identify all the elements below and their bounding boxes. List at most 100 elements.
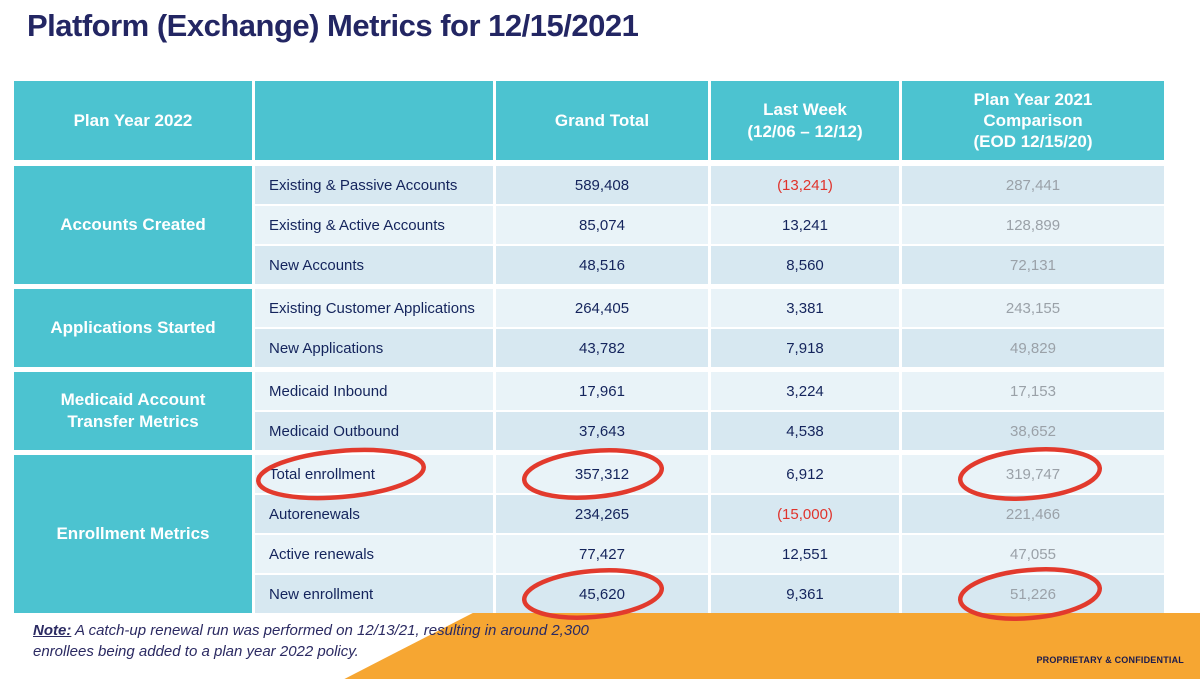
header-plan-year-2021-comparison: Plan Year 2021 Comparison (EOD 12/15/20) (902, 81, 1164, 160)
metric-group: Applications Started Existing Customer Ap… (14, 289, 1164, 367)
grand-total-cell: 234,265 (496, 495, 708, 533)
py2021-comparison-cell-text: 287,441 (1005, 176, 1061, 194)
py2021-comparison-cell-text: 128,899 (1005, 216, 1061, 234)
group-label: Accounts Created (14, 166, 252, 284)
metric-name-cell: New Accounts (255, 246, 493, 284)
metrics-table: Plan Year 2022 Grand Total Last Week (12… (14, 81, 1164, 621)
py2021-comparison-cell: 221,466 (902, 495, 1164, 533)
last-week-cell: 7,918 (711, 329, 899, 367)
header-plan-year-2022: Plan Year 2022 (14, 81, 252, 160)
py2021-comparison-cell: 319,747 (902, 447, 1164, 501)
last-week-cell-text: 3,381 (786, 299, 824, 317)
py2021-comparison-cell-text: 221,466 (1005, 505, 1061, 523)
metric-name-cell-text: New Applications (269, 339, 384, 357)
grand-total-cell: 85,074 (496, 206, 708, 244)
py2021-comparison-cell-text: 319,747 (1005, 465, 1061, 483)
last-week-cell-text: 8,560 (786, 256, 824, 274)
last-week-cell-text: (13,241) (777, 176, 833, 194)
metric-group: Enrollment Metrics Total enrollment 357,31… (14, 447, 1164, 621)
last-week-cell-text: 13,241 (782, 216, 828, 234)
last-week-cell: 9,361 (711, 575, 899, 613)
last-week-cell: (13,241) (711, 166, 899, 204)
grand-total-cell: 264,405 (496, 289, 708, 327)
grand-total-cell: 37,643 (496, 412, 708, 450)
py2021-comparison-cell: 243,155 (902, 289, 1164, 327)
last-week-cell-text: (15,000) (777, 505, 833, 523)
last-week-cell-text: 12,551 (782, 545, 828, 563)
table-header-row: Plan Year 2022 Grand Total Last Week (12… (14, 81, 1164, 160)
grand-total-cell: 77,427 (496, 535, 708, 573)
metric-name-cell-text: Existing & Passive Accounts (269, 176, 458, 194)
metric-name-cell: Existing & Active Accounts (255, 206, 493, 244)
grand-total-cell: 48,516 (496, 246, 708, 284)
last-week-cell: 8,560 (711, 246, 899, 284)
footnote: Note: A catch-up renewal run was perform… (33, 620, 593, 662)
grand-total-cell-text: 37,643 (579, 422, 625, 440)
metric-name-cell-text: Autorenewals (269, 505, 360, 523)
grand-total-cell: 589,408 (496, 166, 708, 204)
py2021-comparison-cell: 38,652 (902, 412, 1164, 450)
grand-total-cell-text: 17,961 (579, 382, 625, 400)
metric-name-cell-text: Medicaid Outbound (269, 422, 400, 440)
py2021-comparison-cell-text: 17,153 (1010, 382, 1056, 400)
metric-name-cell-text: Medicaid Inbound (269, 382, 388, 400)
last-week-cell: 13,241 (711, 206, 899, 244)
confidential-label: PROPRIETARY & CONFIDENTIAL (1036, 655, 1184, 665)
metric-name-cell-text: Existing Customer Applications (269, 299, 475, 317)
last-week-cell: (15,000) (711, 495, 899, 533)
metric-name-cell: Existing & Passive Accounts (255, 166, 493, 204)
page-title: Platform (Exchange) Metrics for 12/15/20… (27, 8, 639, 43)
group-label: Medicaid Account Transfer Metrics (14, 372, 252, 450)
py2021-comparison-cell-text: 38,652 (1010, 422, 1056, 440)
py2021-comparison-cell: 49,829 (902, 329, 1164, 367)
last-week-cell-text: 6,912 (786, 465, 824, 483)
group-label: Applications Started (14, 289, 252, 367)
last-week-cell-text: 9,361 (786, 585, 824, 603)
py2021-comparison-cell: 17,153 (902, 372, 1164, 410)
group-label: Enrollment Metrics (14, 455, 252, 613)
grand-total-cell: 43,782 (496, 329, 708, 367)
header-grand-total: Grand Total (496, 81, 708, 160)
last-week-cell: 3,381 (711, 289, 899, 327)
grand-total-cell-text: 48,516 (579, 256, 625, 274)
metric-name-cell-text: New Accounts (269, 256, 365, 274)
metric-name-cell-text: New enrollment (269, 585, 374, 603)
metric-name-cell: Total enrollment (255, 447, 493, 501)
grand-total-cell-text: 43,782 (579, 339, 625, 357)
last-week-cell: 6,912 (711, 455, 899, 493)
metric-name-cell: Medicaid Inbound (255, 372, 493, 410)
grand-total-cell-text: 264,405 (574, 299, 630, 317)
py2021-comparison-cell-text: 47,055 (1010, 545, 1056, 563)
grand-total-cell-text: 85,074 (579, 216, 625, 234)
py2021-comparison-cell: 287,441 (902, 166, 1164, 204)
metric-name-cell: Medicaid Outbound (255, 412, 493, 450)
last-week-cell: 4,538 (711, 412, 899, 450)
last-week-cell: 12,551 (711, 535, 899, 573)
grand-total-cell-text: 234,265 (574, 505, 630, 523)
metric-name-cell: Active renewals (255, 535, 493, 573)
metric-name-cell-text: Existing & Active Accounts (269, 216, 445, 234)
footnote-label: Note: (33, 622, 72, 639)
py2021-comparison-cell-text: 49,829 (1010, 339, 1056, 357)
grand-total-cell-text: 589,408 (574, 176, 630, 194)
py2021-comparison-cell: 51,226 (902, 567, 1164, 621)
py2021-comparison-cell: 128,899 (902, 206, 1164, 244)
metric-name-cell: Existing Customer Applications (255, 289, 493, 327)
metric-name-cell: New enrollment (255, 575, 493, 613)
py2021-comparison-cell: 47,055 (902, 535, 1164, 573)
grand-total-cell: 45,620 (496, 568, 708, 620)
orange-wedge-decoration (344, 613, 1200, 679)
grand-total-cell-text: 77,427 (579, 545, 625, 563)
py2021-comparison-cell-text: 243,155 (1005, 299, 1061, 317)
py2021-comparison-cell-text: 51,226 (1010, 585, 1056, 603)
grand-total-cell-text: 357,312 (574, 465, 630, 483)
header-metric-name (255, 81, 493, 160)
grand-total-cell: 357,312 (496, 448, 708, 500)
footnote-text: A catch-up renewal run was performed on … (33, 622, 589, 660)
py2021-comparison-cell-text: 72,131 (1010, 256, 1056, 274)
last-week-cell-text: 7,918 (786, 339, 824, 357)
metric-group: Medicaid Account Transfer Metrics Medicai… (14, 372, 1164, 450)
last-week-cell-text: 3,224 (786, 382, 824, 400)
table-body: Accounts Created Existing & Passive Accou… (14, 166, 1164, 621)
